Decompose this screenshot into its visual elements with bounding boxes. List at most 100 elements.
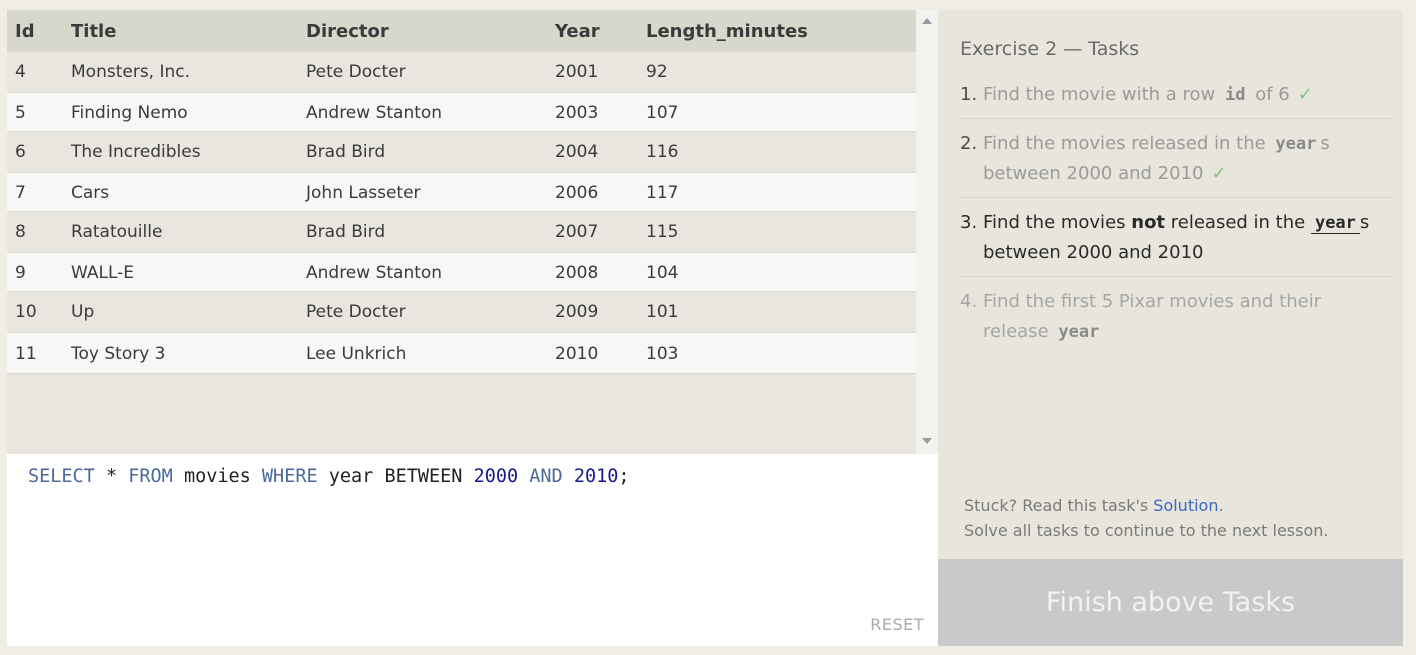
query-low-value: 2000 <box>473 466 519 487</box>
tasks-title: Exercise 2 — Tasks <box>960 38 1140 60</box>
keyword-select: SELECT <box>28 466 95 487</box>
task-code: year <box>1310 213 1360 234</box>
cell-length: 116 <box>646 142 679 162</box>
scroll-up-arrow-icon[interactable] <box>922 18 932 24</box>
cell-length: 107 <box>646 103 679 123</box>
cell-director: Lee Unkrich <box>306 344 407 364</box>
cell-year: 2007 <box>555 222 599 242</box>
column-header-length: Length_minutes <box>646 21 808 42</box>
cell-year: 2008 <box>555 263 599 283</box>
cell-id: 7 <box>15 183 26 203</box>
tasks-panel: Exercise 2 — Tasks 1. Find the movie wit… <box>938 10 1403 559</box>
keyword-where: WHERE <box>261 466 318 487</box>
cell-year: 2004 <box>555 142 599 162</box>
cell-director: Pete Docter <box>306 302 406 322</box>
cell-id: 11 <box>15 344 37 364</box>
task-item-2: 2. Find the movies released in the year s… <box>960 129 1392 198</box>
task-item-4: 4. Find the first 5 Pixar movies and the… <box>960 287 1392 355</box>
cell-year: 2001 <box>555 62 599 82</box>
table-row: 7 Cars John Lasseter 2006 117 <box>7 172 916 212</box>
column-header-year: Year <box>555 21 600 42</box>
stuck-period: . <box>1218 496 1224 515</box>
table-header: Id Title Director Year Length_minutes <box>7 10 916 52</box>
task-text: Find the movie with a row <box>983 84 1221 105</box>
cell-id: 8 <box>15 222 26 242</box>
cell-length: 115 <box>646 222 679 242</box>
task-item-3: 3. Find the movies not released in the y… <box>960 208 1392 277</box>
solution-link[interactable]: Solution <box>1153 496 1219 515</box>
cell-length: 104 <box>646 263 679 283</box>
cell-id: 4 <box>15 62 26 82</box>
task-emphasis: not <box>1131 212 1166 233</box>
table-row: 8 Ratatouille Brad Bird 2007 115 <box>7 212 916 252</box>
cell-title: Cars <box>71 183 110 203</box>
cell-year: 2006 <box>555 183 599 203</box>
table-row: 5 Finding Nemo Andrew Stanton 2003 107 <box>7 92 916 132</box>
cell-length: 117 <box>646 183 679 203</box>
query-high-value: 2010 <box>573 466 619 487</box>
finish-tasks-button[interactable]: Finish above Tasks <box>938 559 1403 646</box>
cell-length: 103 <box>646 344 679 364</box>
keyword-from: FROM <box>128 466 173 487</box>
cell-director: John Lasseter <box>306 183 421 203</box>
cell-year: 2003 <box>555 103 599 123</box>
cell-title: The Incredibles <box>71 142 201 162</box>
table-row: 6 The Incredibles Brad Bird 2004 116 <box>7 132 916 172</box>
task-code: id <box>1224 85 1246 105</box>
cell-title: Ratatouille <box>71 222 163 242</box>
cell-length: 92 <box>646 62 668 82</box>
query-terminator: ; <box>618 466 630 487</box>
column-header-director: Director <box>306 21 389 42</box>
checkmark-icon: ✓ <box>1297 84 1313 105</box>
cell-director: Brad Bird <box>306 142 386 162</box>
cell-title: WALL-E <box>71 263 135 283</box>
cell-director: Brad Bird <box>306 222 386 242</box>
results-panel: Id Title Director Year Length_minutes 4 … <box>7 10 938 454</box>
task-number: 4. <box>960 291 978 312</box>
cell-length: 101 <box>646 302 679 322</box>
cell-title: Finding Nemo <box>71 103 188 123</box>
cell-id: 5 <box>15 103 26 123</box>
task-text: of 6 <box>1249 84 1290 105</box>
table-row: 9 WALL-E Andrew Stanton 2008 104 <box>7 252 916 292</box>
help-text: Stuck? Read this task's Solution. Solve … <box>964 493 1328 543</box>
query-column: year BETWEEN <box>317 466 474 487</box>
task-text: Find the first 5 Pixar movies and their … <box>983 291 1322 342</box>
column-header-id: Id <box>15 21 35 42</box>
query-star: * <box>94 466 129 487</box>
results-table: Id Title Director Year Length_minutes 4 … <box>7 10 916 454</box>
task-text: Find the movies released in the <box>983 133 1272 154</box>
task-text: s between 2000 and 2010 <box>983 212 1370 263</box>
cell-id: 10 <box>15 302 37 322</box>
cell-director: Andrew Stanton <box>306 103 443 123</box>
table-row: 10 Up Pete Docter 2009 101 <box>7 292 916 332</box>
sql-query[interactable]: SELECT * FROM movies WHERE year BETWEEN … <box>28 466 630 487</box>
scroll-down-arrow-icon[interactable] <box>922 438 932 444</box>
cell-id: 6 <box>15 142 26 162</box>
cell-id: 9 <box>15 263 26 283</box>
reset-button[interactable]: RESET <box>870 615 924 634</box>
checkmark-icon: ✓ <box>1211 163 1227 184</box>
task-text: Find the movies <box>983 212 1132 233</box>
query-table: movies <box>172 466 262 487</box>
cell-title: Up <box>71 302 95 322</box>
task-item-1: 1. Find the movie with a row id of 6 ✓ <box>960 80 1392 119</box>
task-code: year <box>1058 322 1100 342</box>
task-number: 2. <box>960 133 978 154</box>
table-row: 11 Toy Story 3 Lee Unkrich 2010 103 <box>7 332 916 374</box>
task-code: year <box>1275 134 1317 154</box>
task-text: released in the <box>1165 212 1311 233</box>
cell-year: 2010 <box>555 344 599 364</box>
cell-director: Pete Docter <box>306 62 406 82</box>
cell-title: Toy Story 3 <box>71 344 166 364</box>
cell-year: 2009 <box>555 302 599 322</box>
task-number: 3. <box>960 212 978 233</box>
stuck-text: Stuck? Read this task's <box>964 496 1154 515</box>
table-row: 4 Monsters, Inc. Pete Docter 2001 92 <box>7 52 916 92</box>
sql-editor[interactable]: SELECT * FROM movies WHERE year BETWEEN … <box>7 454 938 646</box>
column-header-title: Title <box>71 21 117 42</box>
task-number: 1. <box>960 84 978 105</box>
results-scrollbar[interactable] <box>916 10 938 454</box>
cell-title: Monsters, Inc. <box>71 62 191 82</box>
task-list: 1. Find the movie with a row id of 6 ✓ 2.… <box>960 80 1392 365</box>
